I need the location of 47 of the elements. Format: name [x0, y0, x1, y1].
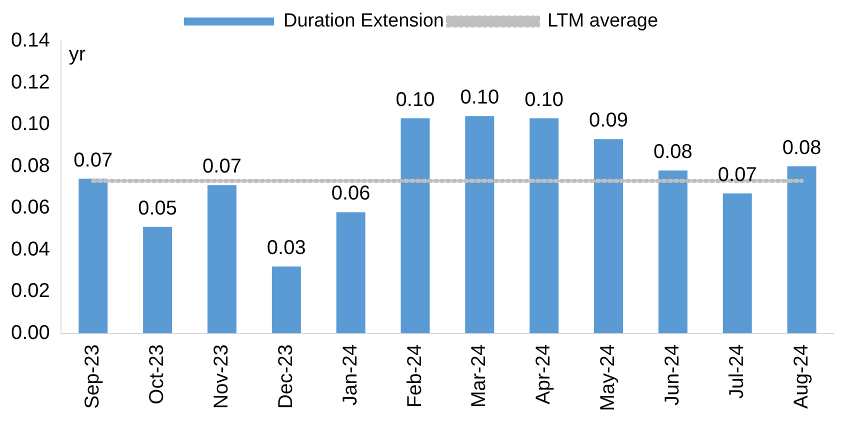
x-tick-label: Aug-24 — [790, 344, 812, 409]
y-tick-label: 0.06 — [10, 196, 50, 219]
data-label: 0.10 — [524, 88, 564, 111]
data-label: 0.07 — [718, 164, 757, 186]
x-tick-label: Apr-24 — [532, 344, 555, 404]
data-label: 0.10 — [396, 88, 435, 111]
y-tick-label: 0.10 — [10, 113, 50, 136]
x-tick-label: Nov-23 — [210, 344, 232, 409]
data-label: 0.06 — [331, 182, 370, 205]
bar — [658, 170, 688, 334]
data-label: 0.08 — [653, 140, 692, 163]
bar — [594, 139, 624, 334]
data-label: 0.08 — [782, 136, 822, 159]
data-label: 0.03 — [266, 237, 306, 260]
x-tick-label: Jan-24 — [339, 344, 362, 406]
y-tick-label: 0.00 — [10, 322, 50, 344]
data-label: 0.07 — [74, 149, 113, 172]
bar — [272, 266, 301, 334]
bar — [78, 178, 108, 334]
bar — [787, 166, 816, 334]
y-axis-title: yr — [68, 44, 86, 66]
bar — [465, 116, 494, 334]
x-tick-label: Sep-23 — [82, 344, 104, 409]
x-tick-label: Jun-24 — [661, 344, 684, 406]
y-tick-label: 0.14 — [10, 30, 50, 52]
legend-label: Duration Extension — [283, 10, 444, 32]
bar — [207, 185, 236, 334]
bar — [530, 118, 559, 334]
x-tick-label: Jul-24 — [726, 344, 748, 399]
data-label: 0.09 — [589, 110, 628, 132]
y-tick-label: 0.12 — [10, 71, 50, 94]
data-label: 0.05 — [138, 197, 178, 220]
x-tick-label: Dec-23 — [274, 344, 297, 409]
data-label: 0.10 — [460, 86, 500, 109]
x-tick-label: Oct-23 — [146, 344, 168, 404]
data-label: 0.07 — [202, 156, 242, 178]
x-tick-label: Mar-24 — [468, 344, 490, 408]
bar — [143, 226, 172, 334]
bar — [400, 118, 430, 334]
x-tick-label: Feb-24 — [404, 344, 426, 408]
y-tick-label: 0.02 — [10, 280, 50, 302]
bar — [722, 193, 752, 334]
y-tick-label: 0.08 — [10, 154, 50, 177]
legend-label: LTM average — [548, 10, 658, 32]
x-tick-label: May-24 — [597, 344, 620, 412]
y-tick-label: 0.04 — [10, 238, 50, 260]
bar — [336, 212, 366, 334]
